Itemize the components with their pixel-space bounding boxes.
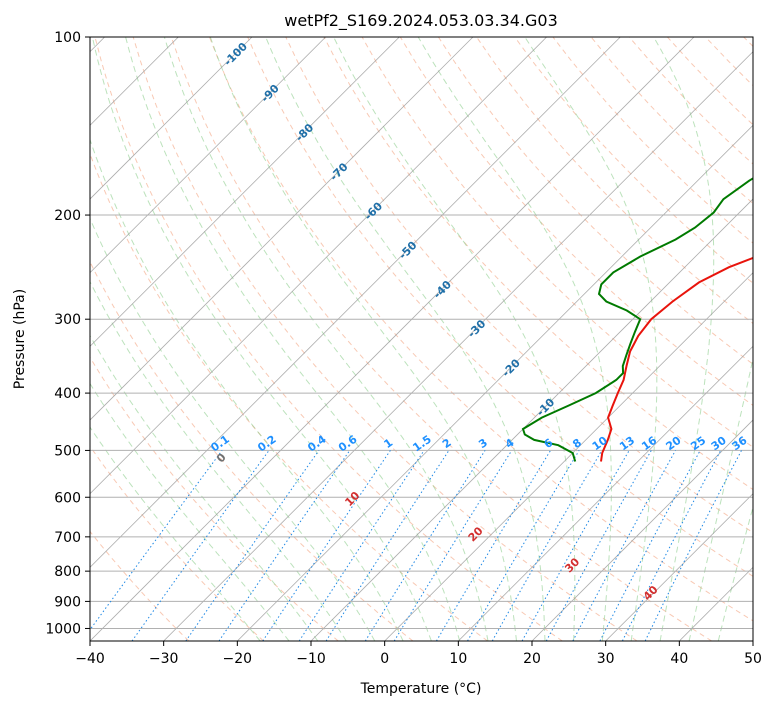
x-axis-ticks: −40 −30 −20 −10 0 10 20 30 40 50 (75, 641, 762, 667)
dry-adiabat (170, 37, 712, 641)
mixing-ratio-line (545, 450, 652, 641)
profile-lines (521, 177, 753, 462)
moist-adiabat (90, 382, 290, 641)
y-axis-label: Pressure (hPa) (12, 289, 28, 389)
moist-adiabat (653, 37, 715, 641)
y-tick-label: 100 (54, 30, 81, 46)
isotherm-line (605, 493, 753, 641)
moist-adiabat (90, 280, 347, 641)
y-tick-label: 700 (54, 530, 81, 546)
y-tick-label: 800 (54, 564, 81, 580)
mixing-ratio-line (218, 450, 351, 641)
mixing-ratio-line (521, 450, 630, 641)
isotherm-line (384, 272, 753, 641)
moist-adiabat (524, 37, 658, 641)
dry-adiabat (90, 445, 264, 641)
plot-area (90, 37, 753, 641)
isotherm-line (237, 124, 753, 641)
isotherm-line (531, 419, 753, 641)
y-tick-label: 400 (54, 386, 81, 402)
moist-adiabat (688, 355, 753, 641)
dry-adiabat (399, 37, 753, 407)
moist-adiabat (125, 37, 461, 641)
x-tick-label: −20 (223, 651, 253, 667)
moist-adiabat (265, 37, 546, 641)
isotherm-line (90, 37, 547, 495)
moist-adiabat (717, 505, 753, 641)
dewpoint-profile-line (521, 177, 753, 462)
y-tick-label: 1000 (45, 621, 81, 637)
y-tick-label: 900 (54, 594, 81, 610)
x-tick-label: −30 (149, 651, 179, 667)
isotherm-line (752, 640, 753, 641)
x-tick-label: 50 (744, 651, 762, 667)
mixing-ratio-line (325, 450, 450, 641)
plot-frame (89, 36, 754, 642)
isotherm-line (90, 37, 621, 568)
dry-adiabat (90, 152, 488, 641)
x-tick-label: 30 (597, 651, 615, 667)
x-tick-label: 40 (670, 651, 688, 667)
isotherm-line (90, 37, 253, 200)
temperature-profile-line (600, 256, 753, 462)
x-tick-label: −40 (75, 651, 105, 667)
y-tick-label: 200 (54, 208, 81, 224)
mixing-ratio-line (621, 450, 722, 641)
chart-title: wetPf2_S169.2024.053.03.34.G03 (284, 11, 558, 31)
isotherm-line (90, 37, 695, 641)
mixing-ratio-line (298, 450, 425, 641)
mixing-ratio-line (90, 450, 223, 631)
isotherm-line (163, 51, 753, 641)
moist-adiabat (90, 334, 319, 641)
moist-adiabat (91, 37, 432, 641)
dry-adiabat (90, 530, 190, 641)
moist-adiabat (163, 37, 489, 641)
mixing-ratio-line (131, 450, 270, 641)
x-tick-label: 20 (523, 651, 541, 667)
y-tick-label: 300 (54, 312, 81, 328)
mixing-ratio-line (262, 450, 391, 641)
x-tick-label: 0 (380, 651, 389, 667)
mixing-ratio-line (644, 450, 742, 641)
x-axis-label: Temperature (°C) (360, 681, 482, 697)
x-tick-label: −10 (296, 651, 326, 667)
dry-adiabat (209, 37, 753, 622)
isotherm-line (90, 37, 474, 421)
dry-adiabat (94, 37, 563, 641)
mixing-ratio-line (393, 450, 513, 641)
y-axis-ticks: 100 200 300 400 500 600 700 800 900 1000 (45, 30, 90, 637)
y-tick-label: 500 (54, 443, 81, 459)
moist-adiabat (417, 37, 612, 641)
isotherm-line (90, 37, 326, 274)
moist-adiabat (90, 426, 261, 641)
y-tick-label: 600 (54, 490, 81, 506)
dry-adiabat (247, 37, 753, 577)
dry-adiabat (514, 37, 753, 284)
isotherm-line (310, 198, 753, 641)
mixing-ratio-line (185, 450, 320, 641)
isotherm-line (90, 37, 400, 347)
x-tick-label: 10 (449, 651, 467, 667)
isotherm-line (458, 345, 753, 641)
dry-adiabat (90, 356, 339, 641)
background-lines (90, 37, 753, 641)
mixing-ratio-line (572, 450, 676, 641)
